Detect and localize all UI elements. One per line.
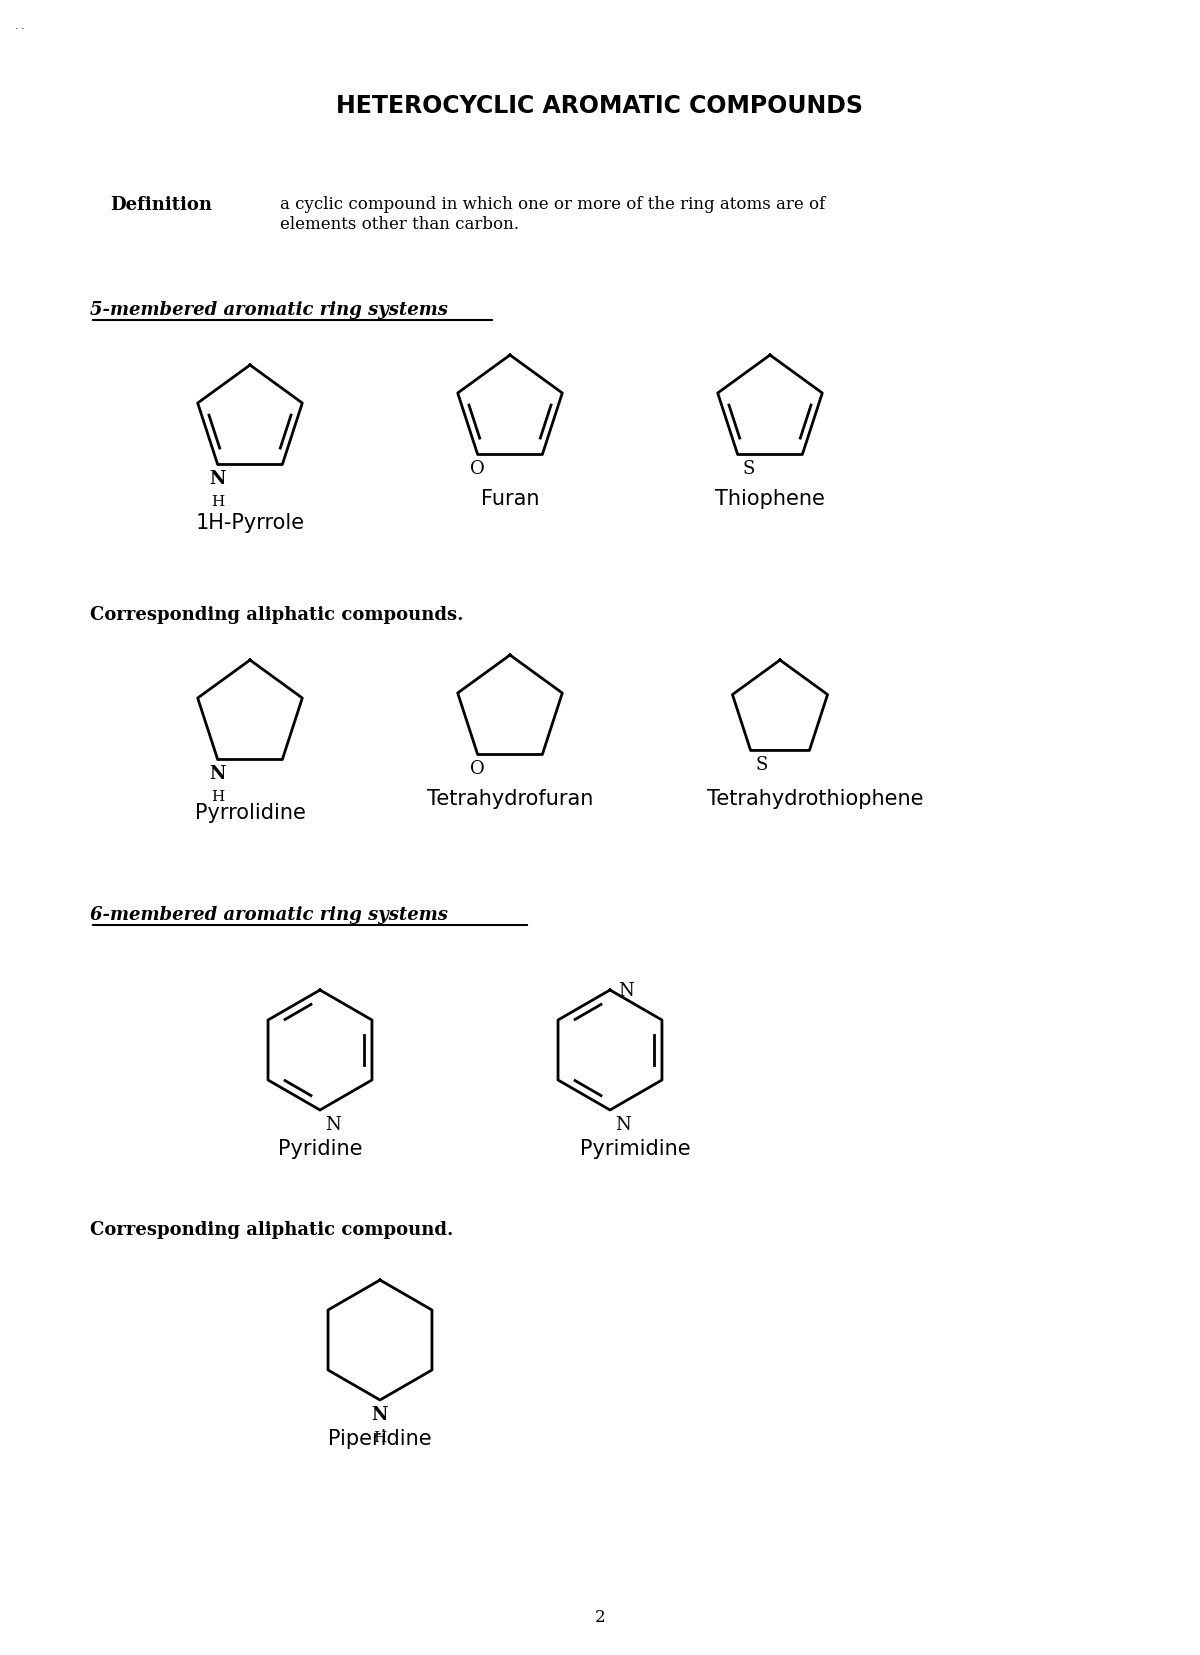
Text: HETEROCYCLIC AROMATIC COMPOUNDS: HETEROCYCLIC AROMATIC COMPOUNDS [336, 94, 864, 118]
Text: H: H [211, 495, 224, 510]
Text: H: H [373, 1430, 386, 1445]
Text: S: S [756, 756, 768, 775]
Text: Thiophene: Thiophene [715, 488, 824, 508]
Text: Tetrahydrothiophene: Tetrahydrothiophene [707, 788, 923, 809]
Text: N: N [618, 981, 634, 1000]
Text: Pyrimidine: Pyrimidine [580, 1139, 690, 1158]
Text: N: N [372, 1405, 389, 1423]
Text: N: N [616, 1115, 631, 1134]
Text: . .: . . [14, 22, 24, 31]
Text: 1H-Pyrrole: 1H-Pyrrole [196, 513, 305, 533]
Text: S: S [743, 460, 755, 478]
Text: 6-membered aromatic ring systems: 6-membered aromatic ring systems [90, 905, 448, 923]
Text: Corresponding aliphatic compounds.: Corresponding aliphatic compounds. [90, 606, 463, 624]
Text: Piperidine: Piperidine [328, 1428, 432, 1448]
Text: N: N [325, 1115, 341, 1134]
Text: N: N [210, 470, 226, 488]
Text: Pyridine: Pyridine [277, 1139, 362, 1158]
Text: O: O [470, 460, 485, 478]
Text: O: O [470, 760, 485, 778]
Text: Tetrahydrofuran: Tetrahydrofuran [427, 788, 593, 809]
Text: Corresponding aliphatic compound.: Corresponding aliphatic compound. [90, 1220, 454, 1238]
Text: 5-membered aromatic ring systems: 5-membered aromatic ring systems [90, 301, 448, 319]
Text: 2: 2 [595, 1609, 605, 1625]
Text: N: N [210, 765, 226, 783]
Text: a cyclic compound in which one or more of the ring atoms are of
elements other t: a cyclic compound in which one or more o… [280, 195, 826, 232]
Text: Pyrrolidine: Pyrrolidine [194, 803, 306, 823]
Text: Furan: Furan [481, 488, 539, 508]
Text: Definition: Definition [110, 195, 212, 213]
Text: H: H [211, 789, 224, 804]
